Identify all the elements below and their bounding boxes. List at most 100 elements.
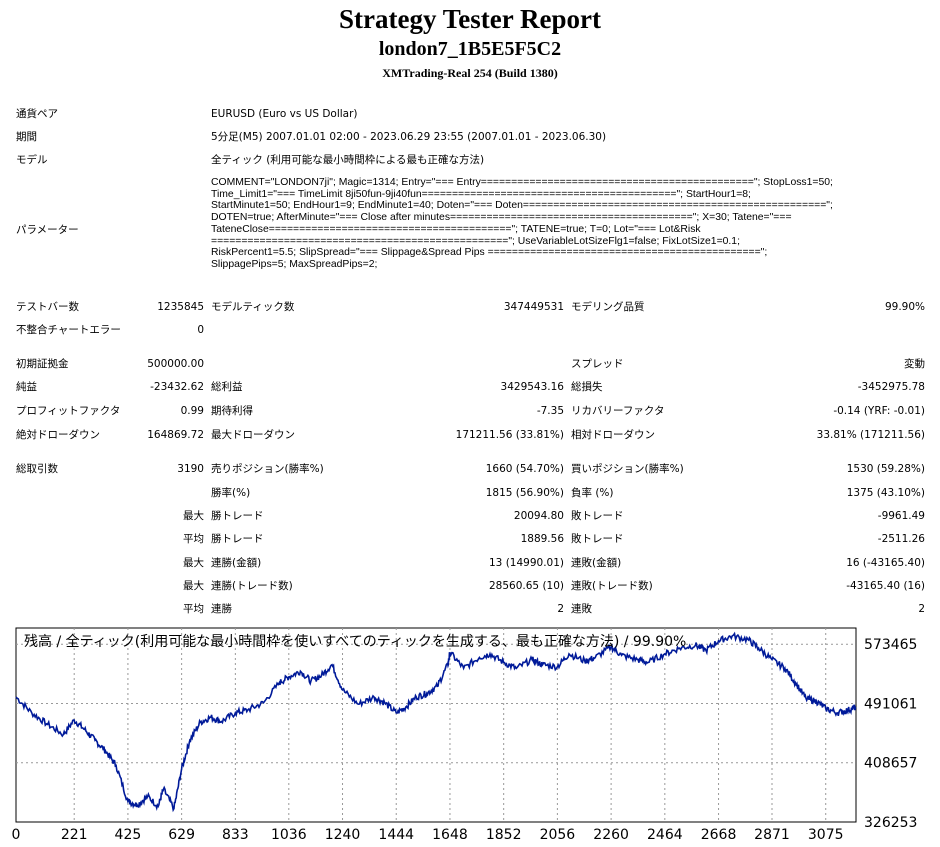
expected-value: -7.35: [536, 405, 564, 417]
net-label: 純益: [16, 381, 37, 393]
x-tick-label: 1852: [486, 827, 522, 843]
abs-dd-value: 164869.72: [147, 429, 204, 441]
rel-dd-value: 33.81% (171211.56): [816, 429, 925, 441]
params-line: RiskPercent1=5.5; SlipSpread="=== Slippa…: [211, 247, 768, 259]
balance-line: [15, 631, 857, 813]
y-tick-label: 326253: [864, 815, 917, 831]
y-tick-label: 573465: [864, 637, 917, 653]
model-label: モデル: [16, 154, 48, 166]
x-tick-label: 2260: [593, 827, 629, 843]
params-line: TateneClose=============================…: [211, 223, 701, 235]
ticks-label: モデルティック数: [211, 301, 295, 313]
max-cons-win-value: 13 (14990.01): [489, 557, 564, 569]
avg-win-value: 1889.56: [520, 533, 564, 545]
abs-dd-label: 絶対ドローダウン: [16, 429, 100, 441]
params-block: COMMENT="LONDON7ji"; Magic=1314; Entry="…: [211, 177, 926, 271]
period-label: 期間: [16, 131, 37, 143]
largest-win-label: 勝トレード: [211, 510, 264, 522]
y-tick-label: 408657: [864, 756, 917, 772]
max-cons-win-label: 連勝(金額): [211, 557, 262, 569]
symbol-value: EURUSD (Euro vs US Dollar): [211, 108, 358, 120]
x-tick-label: 1648: [432, 827, 468, 843]
params-line: StartMinute1=50; EndHour1=9; EndMinute1=…: [211, 200, 833, 212]
trades-label: 総取引数: [16, 463, 58, 475]
spread-value: 変動: [904, 358, 925, 370]
avg-cons-loss-label: 連敗: [571, 603, 592, 615]
max-cons-profit-label: 連勝(トレード数): [211, 580, 293, 592]
mismatch-label: 不整合チャートエラー: [16, 324, 121, 336]
x-tick-label: 1036: [271, 827, 307, 843]
symbol-label: 通貨ペア: [16, 108, 58, 120]
x-tick-label: 425: [115, 827, 142, 843]
avg-loss-label: 敗トレード: [571, 533, 624, 545]
x-tick-label: 2668: [701, 827, 737, 843]
x-tick-label: 629: [168, 827, 195, 843]
server-build: XMTrading-Real 254 (Build 1380): [382, 66, 558, 80]
x-tick-label: 3075: [808, 827, 844, 843]
avg-word: 平均: [183, 603, 204, 615]
short-label: 売りポジション(勝率%): [211, 463, 324, 475]
lossrate-label: 負率 (%): [571, 487, 614, 499]
expected-label: 期待利得: [211, 405, 253, 417]
x-tick-label: 833: [222, 827, 249, 843]
max-cons-loss-label: 連敗(金額): [571, 557, 622, 569]
max-cons-lossamt-value: -43165.40 (16): [846, 580, 925, 592]
max-dd-label: 最大ドローダウン: [211, 429, 295, 441]
trades-value: 3190: [177, 463, 204, 475]
pf-value: 0.99: [180, 405, 204, 417]
x-tick-label: 2056: [540, 827, 576, 843]
x-tick-label: 1444: [378, 827, 414, 843]
model-value: 全ティック (利用可能な最小時間枠による最も正確な方法): [211, 154, 485, 166]
params-line: SlippagePips=5; MaxSpreadPips=2;: [211, 258, 378, 270]
lossrate-value: 1375 (43.10%): [846, 487, 925, 499]
avg-cons-loss-value: 2: [918, 603, 925, 615]
max-dd-value: 171211.56 (33.81%): [455, 429, 564, 441]
gross-profit-value: 3429543.16: [500, 381, 564, 393]
params-line: COMMENT="LONDON7ji"; Magic=1314; Entry="…: [211, 177, 833, 188]
max-word: 最大: [183, 557, 204, 569]
x-tick-label: 2871: [754, 827, 790, 843]
bars-label: テストバー数: [16, 301, 79, 313]
x-tick-label: 0: [12, 827, 21, 843]
short-value: 1660 (54.70%): [485, 463, 564, 475]
max-cons-loss-value: 16 (-43165.40): [846, 557, 925, 569]
deposit-value: 500000.00: [147, 358, 204, 370]
params-line: DOTEN=true; AfterMinute="=== Close after…: [211, 212, 792, 224]
bars-value: 1235845: [157, 301, 204, 313]
deposit-label: 初期証拠金: [16, 358, 69, 370]
y-tick-label: 491061: [864, 696, 917, 712]
largest-loss-value: -9961.49: [877, 510, 925, 522]
gross-profit-label: 総利益: [211, 381, 243, 393]
max-word: 最大: [183, 580, 204, 592]
winrate-value: 1815 (56.90%): [485, 487, 564, 499]
params-line: ========================================…: [211, 235, 740, 247]
params-label: パラメーター: [16, 224, 79, 236]
max-cons-lossamt-label: 連敗(トレード数): [571, 580, 653, 592]
recovery-label: リカバリーファクタ: [571, 405, 665, 417]
period-value: 5分足(M5) 2007.01.01 02:00 - 2023.06.29 23…: [211, 131, 607, 143]
expert-name: london7_1B5E5F5C2: [378, 38, 562, 60]
pf-label: プロフィットファクタ: [16, 405, 121, 417]
max-cons-profit-value: 28560.65 (10): [489, 580, 564, 592]
report-title: Strategy Tester Report: [339, 4, 601, 34]
net-value: -23432.62: [150, 381, 204, 393]
gross-loss-value: -3452975.78: [857, 381, 925, 393]
plot-area: [15, 627, 857, 823]
quality-value: 99.90%: [884, 301, 925, 313]
quality-label: モデリング品質: [571, 301, 645, 313]
avg-loss-value: -2511.26: [877, 533, 925, 545]
long-label: 買いポジション(勝率%): [571, 463, 684, 475]
x-tick-label: 1240: [325, 827, 361, 843]
balance-chart: 573465 491061 408657 326253 0 221 425 629 833 103…: [12, 627, 917, 843]
gross-loss-label: 総損失: [571, 381, 603, 393]
x-tick-label: 221: [61, 827, 88, 843]
mismatch-value: 0: [197, 324, 204, 336]
ticks-value: 347449531: [503, 301, 564, 313]
avg-cons-win-label: 連勝: [211, 603, 232, 615]
avg-word: 平均: [183, 533, 204, 545]
chart-title: 残高 / 全ティック(利用可能な最小時間枠を使いすべてのティックを生成する、最も…: [24, 633, 686, 650]
rel-dd-label: 相対ドローダウン: [571, 429, 655, 441]
max-word: 最大: [183, 510, 204, 522]
largest-win-value: 20094.80: [513, 510, 564, 522]
long-value: 1530 (59.28%): [846, 463, 925, 475]
